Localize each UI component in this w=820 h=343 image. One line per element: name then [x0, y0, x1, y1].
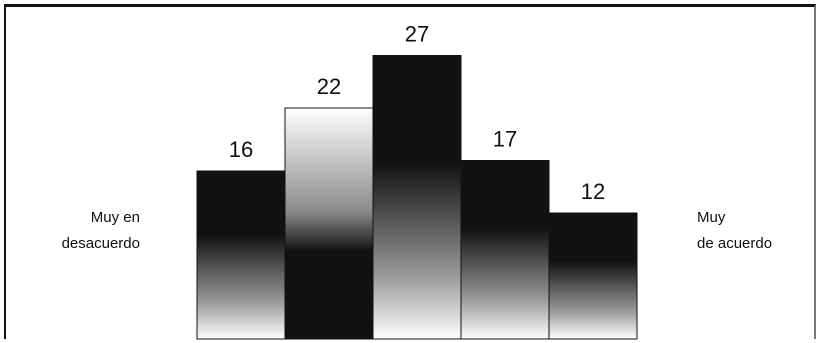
right-scale-label-line2: de acuerdo	[697, 235, 772, 252]
bar-value-label-2: 22	[317, 74, 341, 99]
left-scale-label-line1: Muy en	[91, 209, 140, 226]
left-scale-label-line2: desacuerdo	[62, 235, 140, 252]
bar-5	[548, 212, 638, 340]
chart-frame	[4, 4, 816, 339]
bar-value-label-5: 12	[581, 179, 605, 204]
bar-1	[196, 170, 286, 340]
bar-3	[372, 55, 462, 340]
bar-2	[284, 107, 374, 340]
right-scale-label-line1: Muy	[697, 209, 726, 226]
bar-value-label-1: 16	[229, 137, 253, 162]
bar-4	[460, 160, 550, 340]
bar-value-label-4: 17	[493, 127, 517, 152]
bar-value-label-3: 27	[405, 22, 429, 47]
